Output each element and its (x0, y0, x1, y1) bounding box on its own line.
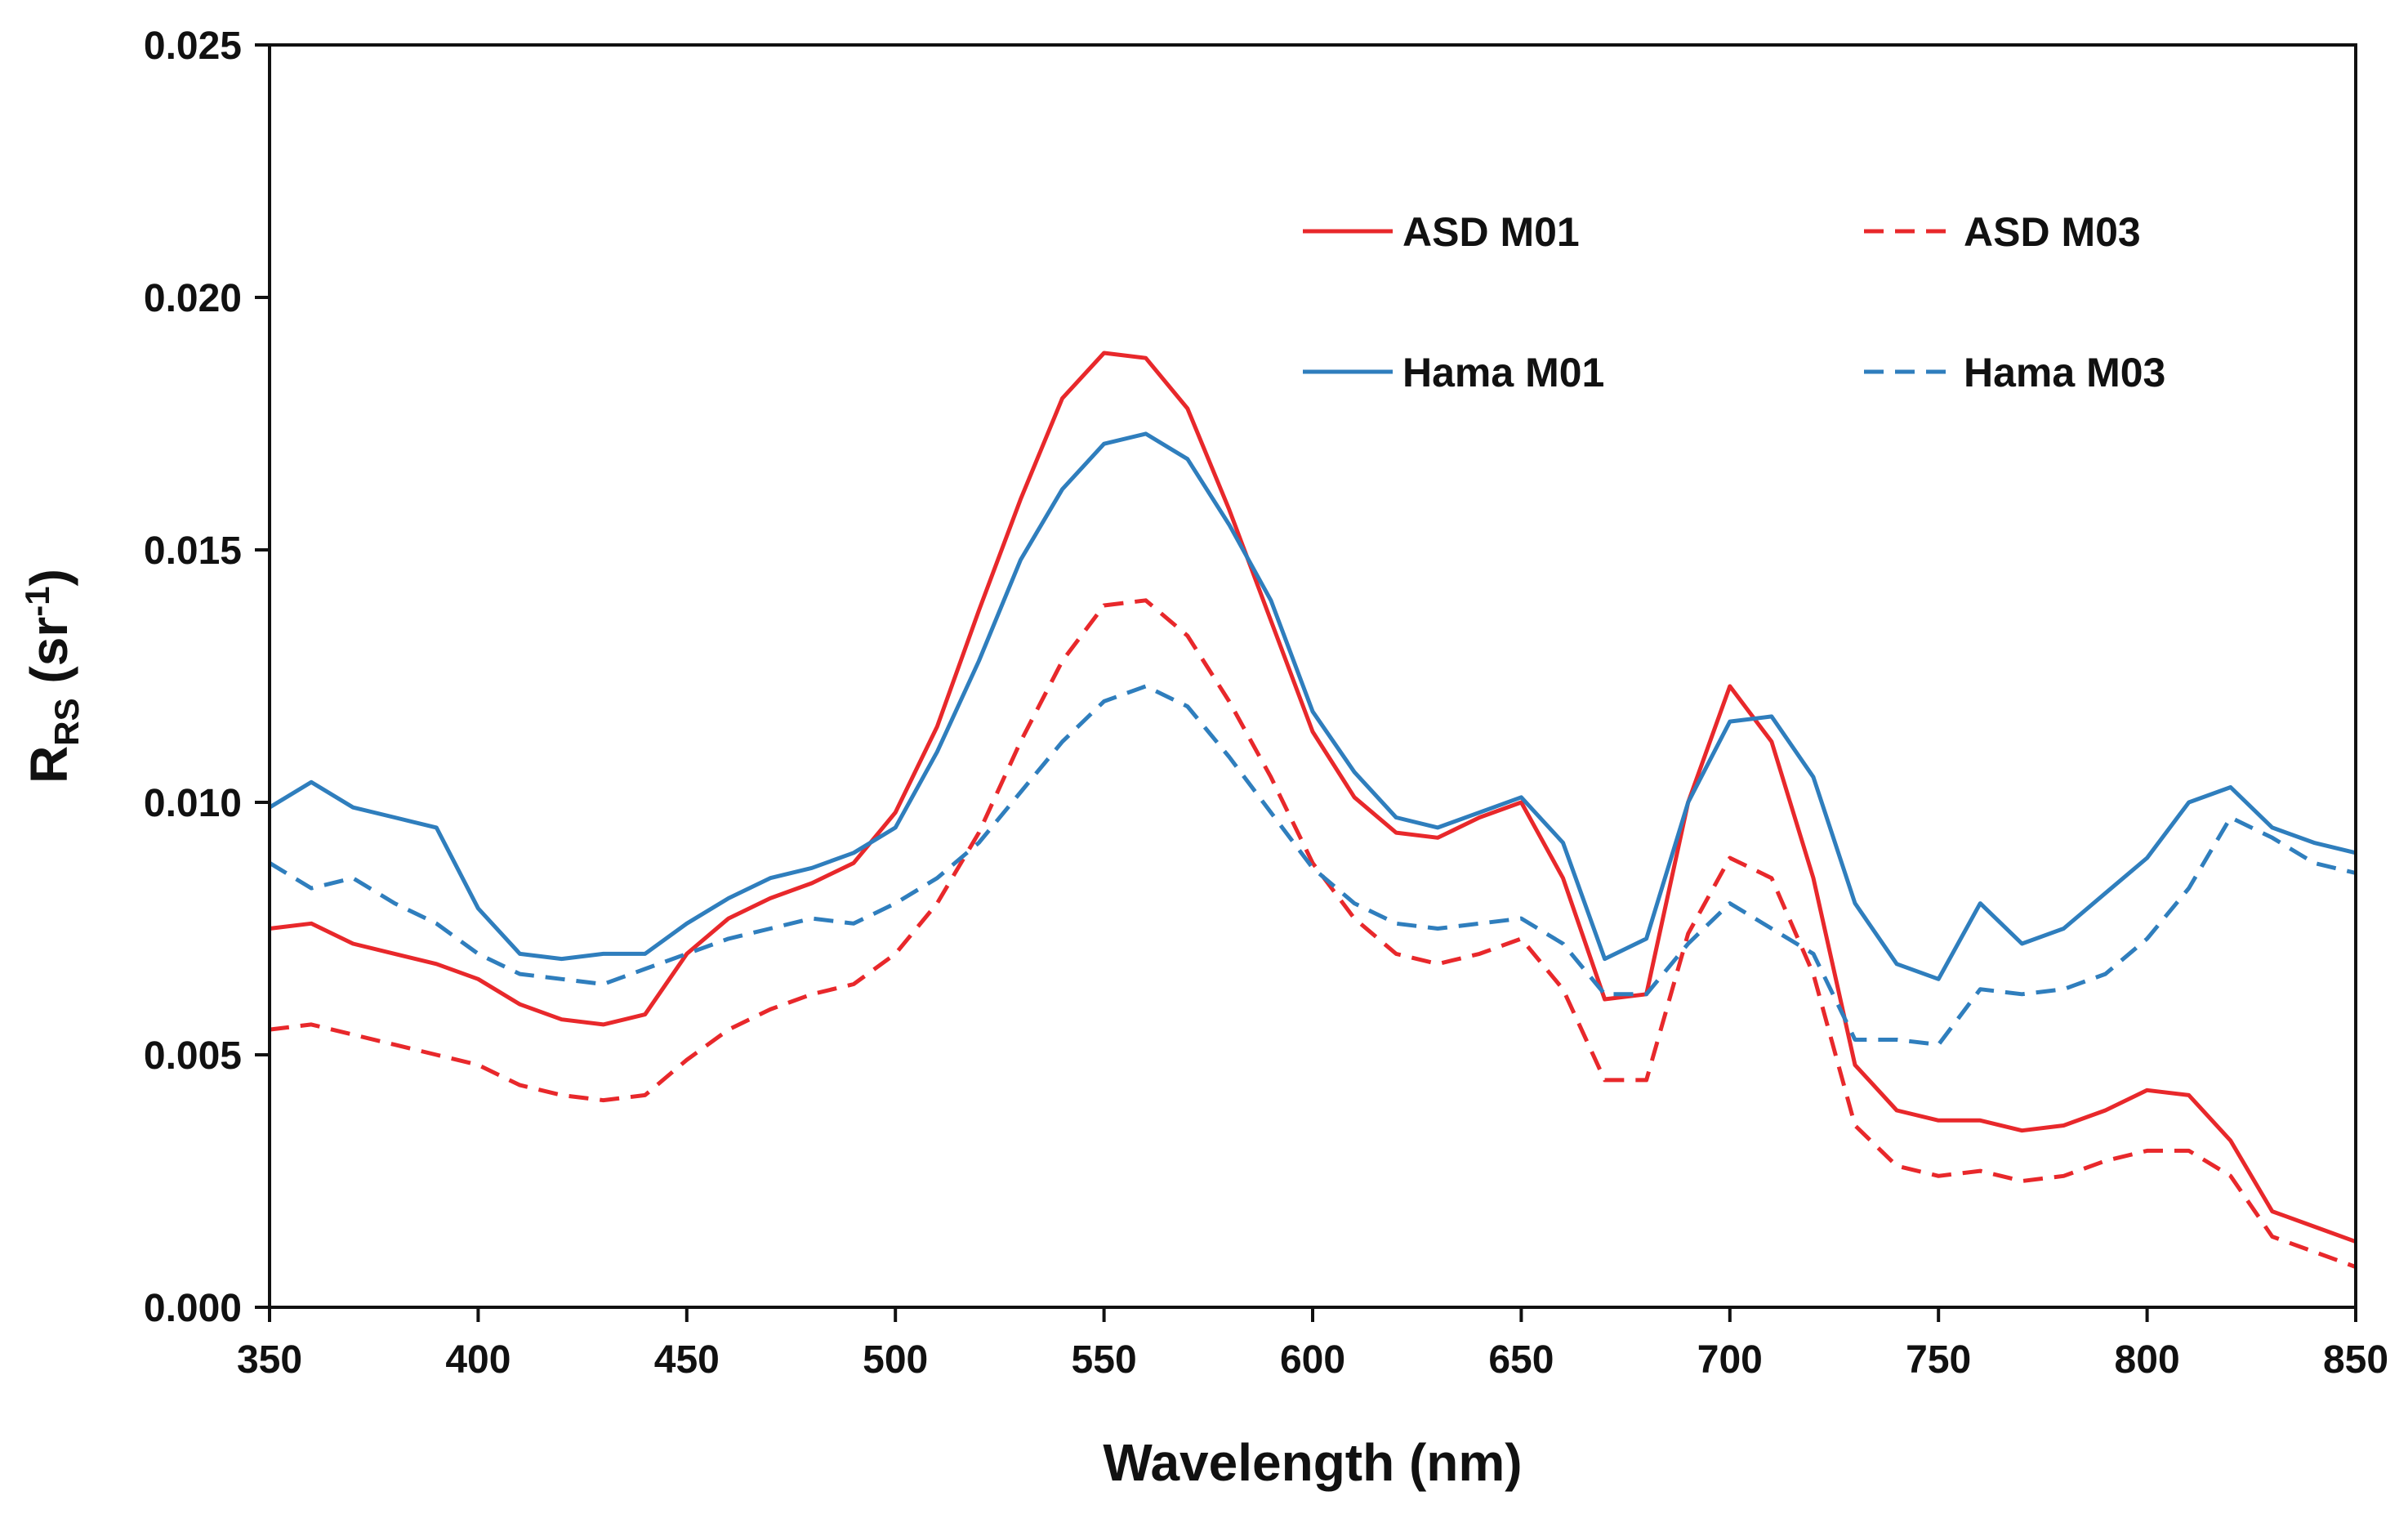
y-axis-title-unit-open: (sr (20, 617, 78, 699)
y-axis-title: RRS (sr-1) (18, 569, 86, 784)
y-tick-label: 0.000 (144, 1287, 242, 1330)
legend: ASD M01 ASD M03 Hama M01 Hama M03 (1303, 209, 2165, 395)
legend-label: Hama M03 (1964, 350, 2165, 395)
y-tick-label: 0.005 (144, 1034, 242, 1078)
legend-label: Hama M01 (1402, 350, 1604, 395)
tick-labels: 350 400 450 500 550 600 650 700 750 800 850 0.000 0.… (144, 25, 2388, 1382)
series-line-4 (268, 684, 2357, 1047)
x-tick-label: 650 (1488, 1338, 1554, 1382)
x-tick-label: 550 (1072, 1338, 1137, 1382)
y-axis-title-main: R (20, 746, 78, 784)
x-tick-label: 750 (1906, 1338, 1971, 1382)
axis-ticks (255, 43, 2357, 1322)
x-tick-label: 350 (237, 1338, 302, 1382)
x-tick-label: 700 (1697, 1338, 1763, 1382)
x-tick-label: 500 (863, 1338, 928, 1382)
y-tick-label: 0.010 (144, 782, 242, 825)
x-tick-label: 450 (654, 1338, 720, 1382)
y-axis-title-unit-sup: -1 (18, 586, 56, 616)
x-tick-label: 600 (1280, 1338, 1345, 1382)
y-tick-label: 0.015 (144, 529, 242, 573)
x-tick-label: 400 (445, 1338, 511, 1382)
y-tick-label: 0.025 (144, 25, 242, 68)
series-line-3 (268, 431, 2357, 981)
legend-label: ASD M03 (1964, 209, 2141, 255)
x-tick-label: 850 (2323, 1338, 2388, 1382)
legend-label: ASD M01 (1402, 209, 1580, 255)
x-tick-label: 800 (2115, 1338, 2180, 1382)
series-line-2 (269, 598, 2357, 1269)
series-line-1 (269, 351, 2357, 1244)
series-layer (268, 351, 2357, 1269)
x-axis-title: Wavelength (nm) (1103, 1433, 1522, 1492)
y-axis-title-sub: RS (47, 698, 86, 745)
y-axis-title-unit-close: ) (20, 569, 78, 586)
y-tick-label: 0.020 (144, 277, 242, 320)
